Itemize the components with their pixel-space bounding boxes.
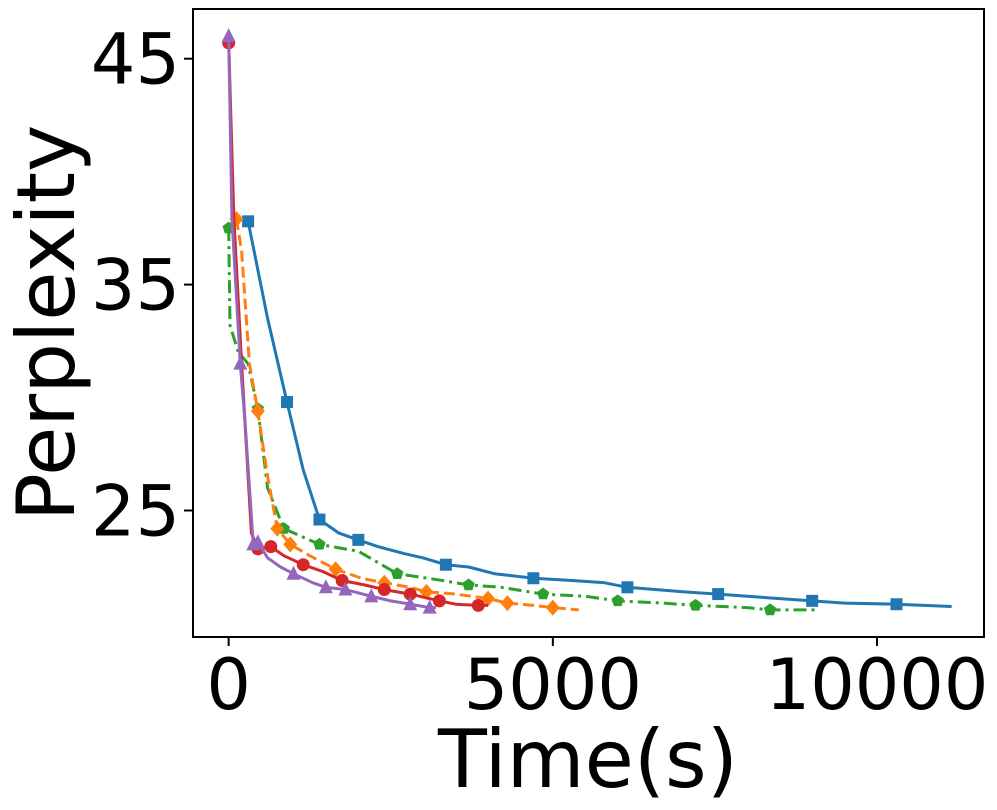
data-point <box>281 396 294 409</box>
y-axis-label: Perplexity <box>0 125 93 522</box>
data-point <box>286 565 301 580</box>
data-point <box>318 579 333 594</box>
data-point <box>403 587 417 601</box>
x-tick-label: 10000 <box>766 644 989 726</box>
data-point <box>545 599 560 616</box>
series-line <box>234 218 579 612</box>
series-line <box>246 221 952 608</box>
data-point <box>806 594 819 607</box>
data-point <box>763 603 777 616</box>
data-point <box>422 599 437 614</box>
x-tick-label: 5000 <box>464 644 642 726</box>
data-point <box>250 534 265 549</box>
x-tick-label: 0 <box>206 644 251 726</box>
data-point <box>481 590 496 607</box>
y-tick-label: 45 <box>91 19 180 101</box>
data-point <box>689 598 702 611</box>
data-point <box>471 598 485 612</box>
data-point <box>439 558 452 571</box>
data-point <box>250 403 265 420</box>
data-point <box>377 583 391 597</box>
y-tick-label: 35 <box>91 245 180 327</box>
series-line <box>227 36 437 610</box>
series-layer <box>221 28 952 616</box>
plot-frame <box>192 8 985 638</box>
series-0-group <box>242 215 952 611</box>
data-point <box>611 594 624 607</box>
series-1-group <box>222 221 816 616</box>
data-point <box>712 588 725 601</box>
data-point <box>462 578 475 591</box>
data-point <box>621 581 634 594</box>
data-point <box>242 215 255 228</box>
data-point <box>296 558 310 572</box>
data-point <box>536 587 550 600</box>
data-point <box>338 581 353 596</box>
data-point <box>328 561 343 578</box>
data-point <box>352 533 365 546</box>
series-4-group <box>221 28 437 614</box>
data-point <box>283 536 298 553</box>
data-point <box>313 513 326 526</box>
data-point <box>403 596 418 611</box>
data-point <box>890 598 903 611</box>
data-point <box>264 540 278 554</box>
data-point <box>527 572 540 585</box>
y-tick-label: 25 <box>91 470 180 552</box>
data-point <box>364 588 379 603</box>
data-point <box>270 520 285 537</box>
data-point <box>221 28 236 43</box>
ticks-layer: 0 5000 10000 25 35 45 <box>91 19 988 726</box>
data-point <box>391 567 404 579</box>
data-point <box>313 537 326 550</box>
series-line <box>227 228 816 612</box>
data-point <box>432 594 446 608</box>
data-point <box>233 355 248 370</box>
data-point <box>500 595 515 612</box>
x-axis-label: Time(s) <box>437 713 738 806</box>
series-3-group <box>222 36 488 612</box>
